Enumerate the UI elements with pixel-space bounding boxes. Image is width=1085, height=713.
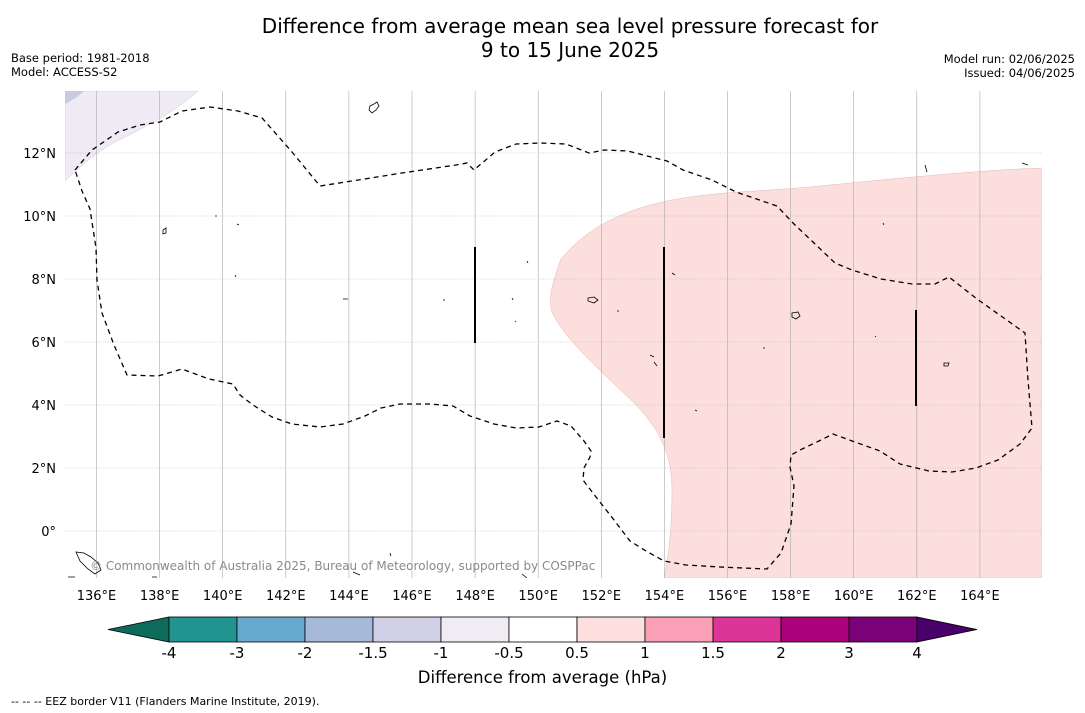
positive-anomaly-region bbox=[550, 167, 1042, 578]
lon-tick-label: 160°E bbox=[834, 589, 874, 604]
lat-tick-label: 6°N bbox=[32, 336, 57, 351]
latitude-labels: 12°N 10°N 8°N 6°N 4°N 2°N 0° bbox=[23, 147, 56, 540]
colorbar-segment bbox=[576, 616, 646, 643]
eez-legend: -- -- -- EEZ border V11 (Flanders Marine… bbox=[11, 695, 320, 708]
colorbar-segment bbox=[644, 616, 714, 643]
model-run: Model run: 02/06/2025 bbox=[943, 52, 1075, 66]
eez-border bbox=[74, 106, 1033, 570]
lon-tick-label: 158°E bbox=[771, 589, 811, 604]
lat-tick-label: 12°N bbox=[23, 147, 56, 162]
colorbar-tick-label: 1.5 bbox=[701, 644, 725, 662]
colorbar-tick-label: -1.5 bbox=[358, 644, 387, 662]
lon-tick-label: 162°E bbox=[897, 589, 937, 604]
meta-left: Base period: 1981-2018 Model: ACCESS-S2 bbox=[11, 51, 150, 79]
lat-tick-label: 8°N bbox=[32, 273, 57, 288]
colorbar-segment bbox=[848, 616, 918, 643]
colorbar-segment bbox=[780, 616, 850, 643]
colorbar-title: Difference from average (hPa) bbox=[417, 668, 668, 687]
lon-tick-label: 148°E bbox=[455, 589, 495, 604]
lon-tick-label: 142°E bbox=[266, 589, 306, 604]
longitude-labels: 136°E 138°E 140°E 142°E 144°E 146°E 148°E 150°E… bbox=[77, 589, 1000, 604]
title-line-1: Difference from average mean sea level p… bbox=[261, 14, 879, 38]
islands bbox=[68, 101, 1029, 578]
colorbar-segment bbox=[304, 616, 374, 643]
colorbar-tick-label: 3 bbox=[844, 644, 854, 662]
map-title: Difference from average mean sea level p… bbox=[0, 14, 1085, 62]
colorbar: -4 -3 -2 -1.5 -1 -0.5 0.5 1 1.5 2 3 4 bbox=[107, 616, 978, 662]
lon-tick-label: 136°E bbox=[77, 589, 117, 604]
colorbar-segment bbox=[168, 616, 238, 643]
lon-tick-label: 138°E bbox=[140, 589, 180, 604]
negative-anomaly-region bbox=[65, 91, 199, 182]
lat-tick-label: 4°N bbox=[32, 399, 57, 414]
vertical-markers bbox=[474, 247, 917, 438]
colorbar-tick-label: 1 bbox=[640, 644, 650, 662]
lat-tick-label: 10°N bbox=[23, 210, 56, 225]
meta-right: Model run: 02/06/2025 Issued: 04/06/2025 bbox=[944, 52, 1075, 80]
base-period: Base period: 1981-2018 bbox=[11, 51, 150, 65]
colorbar-tick-label: -3 bbox=[230, 644, 245, 662]
model-name: Model: ACCESS-S2 bbox=[11, 65, 118, 79]
colorbar-segment bbox=[372, 616, 442, 643]
lon-tick-label: 144°E bbox=[329, 589, 369, 604]
colorbar-segment bbox=[712, 616, 782, 643]
lon-tick-label: 156°E bbox=[708, 589, 748, 604]
lon-tick-label: 146°E bbox=[392, 589, 432, 604]
colorbar-extend-high bbox=[916, 616, 978, 643]
colorbar-tick-label: 0.5 bbox=[565, 644, 589, 662]
lon-tick-label: 152°E bbox=[582, 589, 622, 604]
lon-tick-label: 140°E bbox=[203, 589, 243, 604]
issued-date: Issued: 04/06/2025 bbox=[964, 66, 1075, 80]
negative-anomaly-core bbox=[65, 91, 84, 104]
map-gridlines bbox=[65, 91, 1042, 578]
colorbar-segment bbox=[440, 616, 510, 643]
lat-tick-label: 0° bbox=[41, 525, 56, 540]
colorbar-tick-label: -0.5 bbox=[494, 644, 523, 662]
colorbar-tick-label: 4 bbox=[912, 644, 922, 662]
title-line-2: 9 to 15 June 2025 bbox=[480, 38, 660, 62]
lon-tick-label: 164°E bbox=[960, 589, 1000, 604]
colorbar-segment bbox=[508, 616, 578, 643]
colorbar-tick-label: -1 bbox=[434, 644, 449, 662]
lon-tick-label: 150°E bbox=[518, 589, 558, 604]
colorbar-segment bbox=[236, 616, 306, 643]
colorbar-tick-label: -2 bbox=[298, 644, 313, 662]
colorbar-extend-low bbox=[107, 616, 170, 643]
lon-tick-label: 154°E bbox=[645, 589, 685, 604]
copyright-notice: © Commonwealth of Australia 2025, Bureau… bbox=[90, 559, 595, 573]
lat-tick-label: 2°N bbox=[32, 462, 57, 477]
colorbar-tick-label: 2 bbox=[776, 644, 786, 662]
colorbar-tick-label: -4 bbox=[162, 644, 177, 662]
